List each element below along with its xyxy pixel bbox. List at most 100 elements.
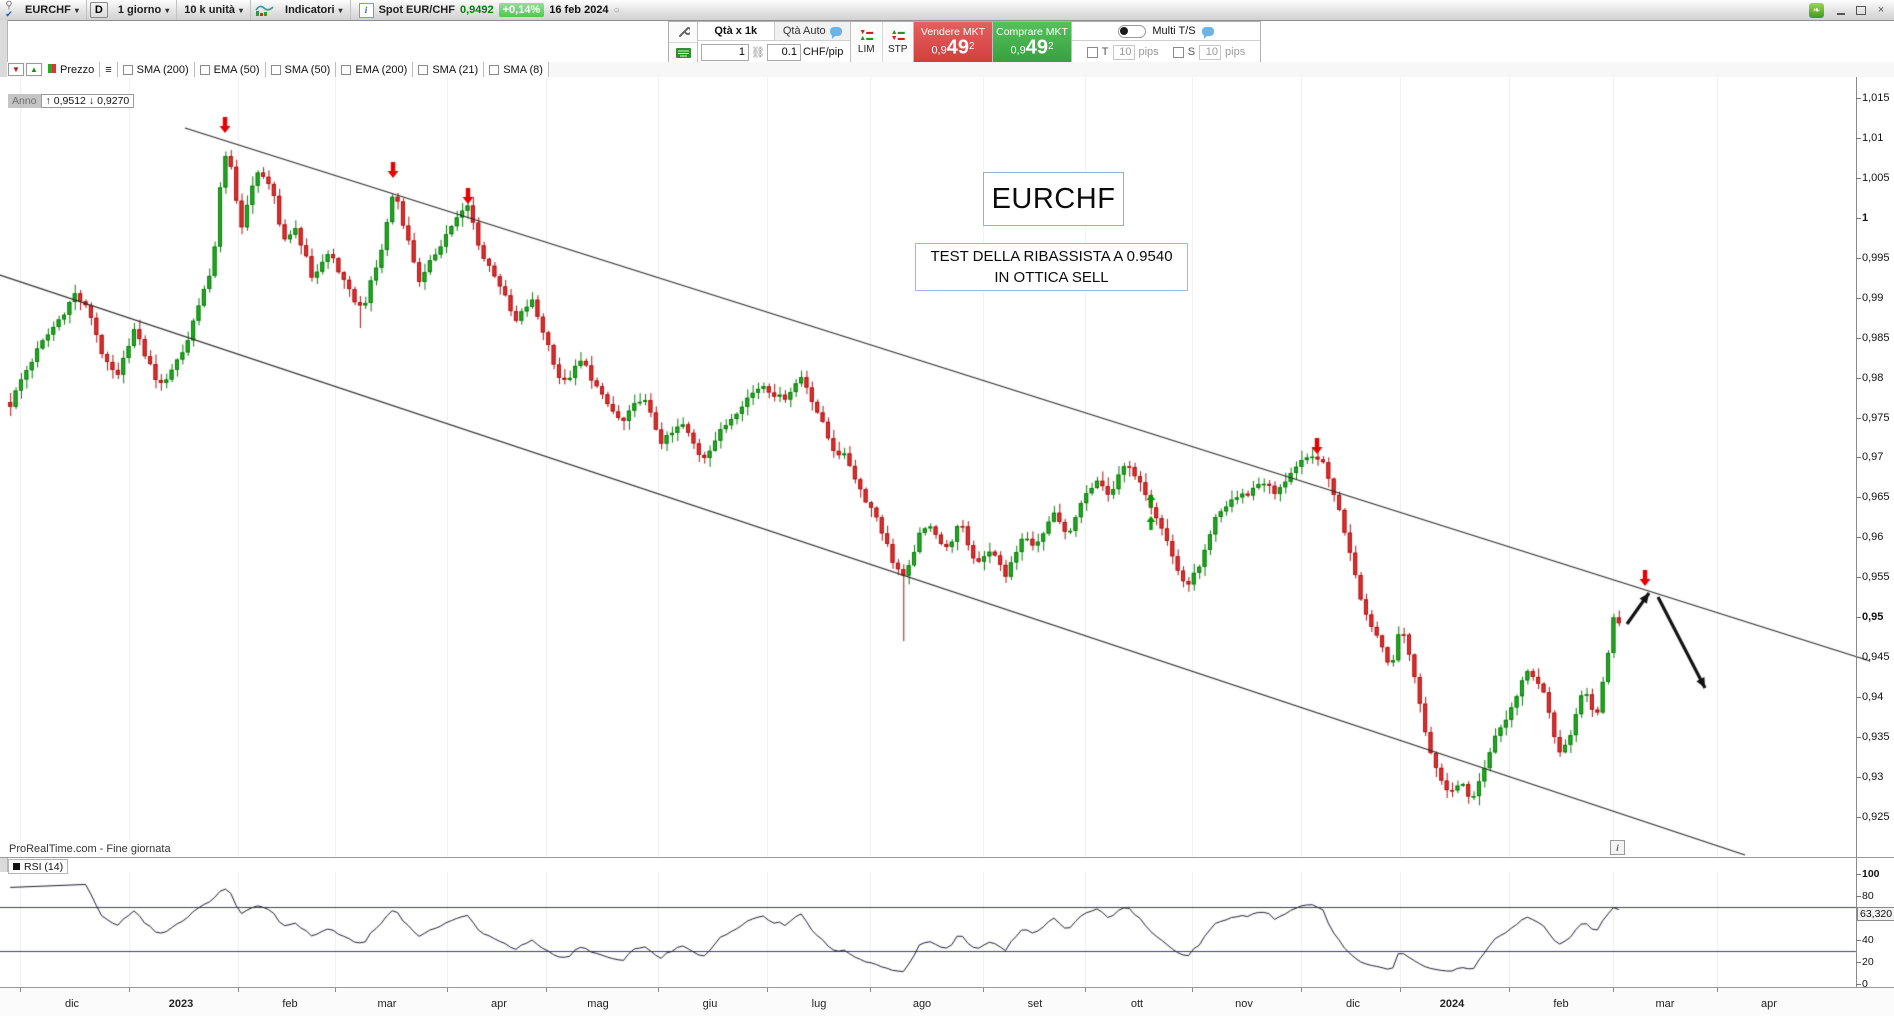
- symbol-dropdown[interactable]: EURCHF ▾: [18, 0, 87, 20]
- overlay-checkbox[interactable]: [489, 64, 500, 75]
- overlay-checkbox[interactable]: [341, 64, 352, 75]
- trading-panel: Qtà x 1k Qtà Auto ⛓ CHF/pip ▼▬▲▬ LIM ▲▬▼…: [668, 21, 1261, 64]
- overlay-toggle[interactable]: SMA (21): [413, 62, 485, 77]
- price-chart-canvas[interactable]: [0, 77, 1894, 857]
- time-axis-tick: [658, 988, 659, 992]
- time-axis-tick: [983, 988, 984, 992]
- overlay-toggles: SMA (200) EMA (50) SMA (50) EMA (200) SMA (2…: [117, 62, 549, 77]
- note-line1: TEST DELLA RIBASSISTA A 0.9540: [930, 248, 1173, 265]
- price-tick: [1856, 297, 1861, 299]
- indicator-bar: ▼ ▲ Prezzo ≡ SMA (200) EMA (50) SMA (50) EM…: [7, 62, 1894, 78]
- price-tick-label: 0,94: [1862, 691, 1884, 704]
- price-tick-label: 0,98: [1862, 371, 1884, 384]
- daily-period-button[interactable]: D: [89, 2, 108, 18]
- sell-marker-button[interactable]: ▼: [8, 63, 24, 76]
- qty-input[interactable]: [701, 43, 749, 61]
- price-tick-label: 0,965: [1862, 491, 1890, 504]
- stop-pips-input[interactable]: [1199, 44, 1222, 60]
- price-tick: [1856, 737, 1861, 739]
- maximize-button[interactable]: [1854, 3, 1868, 17]
- rsi-label: RSI (14): [24, 860, 64, 873]
- overlay-toggle[interactable]: EMA (50): [194, 62, 266, 77]
- year-high-value: 0,9512: [53, 95, 86, 107]
- note-line2: IN OTTICA SELL: [994, 269, 1109, 286]
- limit-order-button[interactable]: ▼▬ ▲▬ LIM: [851, 22, 883, 63]
- spot-quote: i Spot EUR/CHF 0,9492 +0,14% 16 feb 2024…: [351, 2, 628, 18]
- price-tick-label: 0,985: [1862, 331, 1890, 344]
- price-tick: [1856, 137, 1861, 139]
- price-tick-label: 0,99: [1862, 291, 1884, 304]
- minimize-button[interactable]: [1834, 3, 1848, 17]
- help-bubble-icon: [1201, 26, 1214, 39]
- buy-price-small: 0,9: [1010, 44, 1026, 57]
- pip-value-input[interactable]: [766, 43, 801, 61]
- time-axis-tick: [335, 988, 336, 992]
- time-axis-tick: [20, 988, 21, 992]
- rsi-chart-canvas[interactable]: [0, 872, 1894, 987]
- qty-auto-tab[interactable]: Qtà Auto: [774, 22, 850, 40]
- rsi-color-swatch: [13, 863, 20, 870]
- buy-marker-button[interactable]: ▲: [26, 63, 42, 76]
- buy-market-button[interactable]: Comprare MKT 0,9492: [993, 22, 1072, 63]
- overlay-toggle[interactable]: SMA (200): [117, 62, 195, 77]
- top-toolbar: ⚲ ✔ EURCHF ▾ D 1 giorno ▾ 10 k unità ▾ In…: [0, 0, 1894, 21]
- price-tick: [1856, 377, 1861, 379]
- candle-icon: [48, 63, 56, 76]
- overlay-checkbox[interactable]: [418, 64, 429, 75]
- price-axis-line: [1856, 77, 1857, 987]
- chain-link-icon[interactable]: ⛓: [751, 46, 765, 59]
- overlay-checkbox[interactable]: [122, 64, 133, 75]
- overlay-checkbox[interactable]: [270, 64, 281, 75]
- pane-divider[interactable]: [0, 857, 1894, 858]
- pips-unit-label: pips: [1225, 46, 1246, 58]
- price-tick: [1856, 98, 1861, 99]
- time-axis-row[interactable]: [0, 987, 1894, 1016]
- info-icon[interactable]: i: [358, 2, 374, 18]
- list-settings-button[interactable]: ≡: [100, 62, 118, 77]
- price-tick-label: 0,945: [1862, 651, 1890, 664]
- time-axis-label: ago: [912, 998, 932, 1010]
- qty-tab[interactable]: Qtà x 1k: [698, 22, 775, 40]
- overlay-toggle[interactable]: SMA (50): [265, 62, 337, 77]
- price-tick: [1856, 217, 1861, 219]
- pointer-tool-icon[interactable]: ⚲ ✔: [5, 0, 13, 19]
- price-tick-label: 0,955: [1862, 571, 1890, 584]
- time-axis-tick: [1400, 988, 1401, 992]
- time-axis-tick: [238, 988, 239, 992]
- close-button[interactable]: ×: [1877, 4, 1885, 16]
- timeframe-dropdown[interactable]: 1 giorno ▾: [111, 0, 178, 20]
- trade-note-annotation[interactable]: TEST DELLA RIBASSISTA A 0.9540 IN OTTICA…: [915, 243, 1188, 291]
- price-series-chip[interactable]: Prezzo: [43, 62, 101, 77]
- price-tick: [1856, 417, 1861, 419]
- indicators-dropdown[interactable]: Indicatori ▾: [278, 0, 351, 20]
- settings-wrench-icon[interactable]: [669, 22, 697, 43]
- price-tick-label: 0,95: [1862, 611, 1884, 624]
- price-tick-label: 0,93: [1862, 770, 1884, 783]
- status-circle-icon: ○: [613, 4, 620, 16]
- chart-title-annotation[interactable]: EURCHF: [983, 172, 1124, 226]
- overlay-toggle[interactable]: EMA (200): [336, 62, 414, 77]
- spot-date: 16 feb 2024: [549, 4, 609, 16]
- chart-style-icon[interactable]: [251, 3, 278, 17]
- overlay-toggle[interactable]: SMA (8): [484, 62, 549, 77]
- units-dropdown[interactable]: 10 k unità ▾: [177, 0, 252, 20]
- chevron-down-icon: ▾: [74, 5, 79, 15]
- multi-ts-toggle[interactable]: [1118, 24, 1147, 38]
- stop-order-button[interactable]: ▲▬ ▼▬ STP: [882, 22, 913, 63]
- stop-checkbox[interactable]: [1172, 46, 1184, 58]
- spot-price: 0,9492: [459, 4, 494, 16]
- sell-market-button[interactable]: Vendere MKT 0,9492: [914, 22, 993, 63]
- price-tick-label: 0,97: [1862, 451, 1884, 464]
- rsi-tick: [1856, 962, 1861, 963]
- target-pips-input[interactable]: [1112, 44, 1135, 60]
- rsi-tick-label: 100: [1862, 868, 1880, 880]
- pane-info-button[interactable]: i: [1610, 840, 1625, 855]
- target-checkbox[interactable]: [1086, 46, 1098, 58]
- order-type-cell: ▼▬ ▲▬ LIM ▲▬ ▼▬ STP: [851, 22, 914, 63]
- time-axis-tick: [447, 988, 448, 992]
- overlay-checkbox[interactable]: [199, 64, 210, 75]
- anno-label: Anno: [8, 94, 41, 108]
- rsi-legend-chip[interactable]: RSI (14): [8, 859, 69, 874]
- keyboard-icon[interactable]: [669, 43, 697, 63]
